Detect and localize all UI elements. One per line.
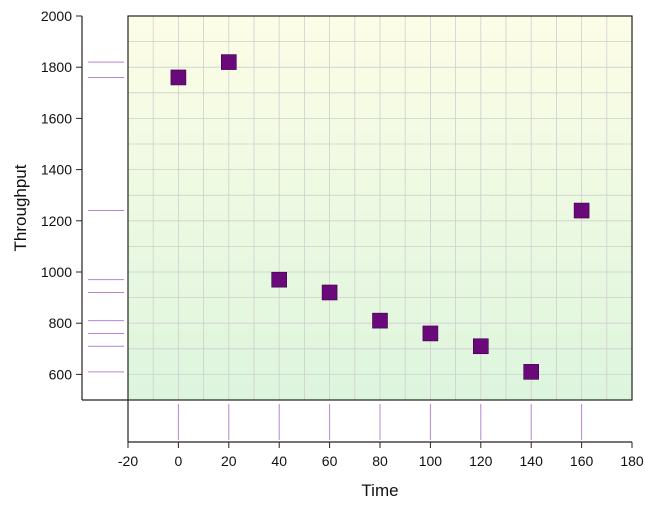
data-point xyxy=(573,202,590,219)
y-tick-label: 2000 xyxy=(41,8,72,24)
y-tick-label: 600 xyxy=(49,366,73,382)
x-axis-title: Time xyxy=(361,481,398,500)
data-point xyxy=(372,312,388,329)
x-tick-label: 60 xyxy=(322,453,338,469)
data-point xyxy=(472,338,489,355)
data-point xyxy=(170,69,187,86)
y-tick-label: 1400 xyxy=(41,162,72,178)
data-points xyxy=(170,54,590,380)
data-point xyxy=(422,325,439,342)
y-axis-title: Throughput xyxy=(11,164,30,251)
marginal-rug xyxy=(88,61,583,440)
y-tick-label: 1200 xyxy=(41,213,72,229)
grid-lines xyxy=(127,15,633,401)
y-tick-label: 1600 xyxy=(41,110,72,126)
data-point xyxy=(523,364,540,380)
x-tick-label: 40 xyxy=(271,453,287,469)
x-tick-labels: -20 0 20 40 60 80 100 120 140 160 180 xyxy=(118,453,644,469)
x-tick-label: 100 xyxy=(419,453,443,469)
x-tick-label: 80 xyxy=(372,453,388,469)
data-point xyxy=(321,284,338,301)
axes xyxy=(76,15,633,448)
x-tick-label: 120 xyxy=(469,453,493,469)
x-tick-label: 140 xyxy=(520,453,544,469)
data-point xyxy=(271,271,288,288)
x-tick-label: 0 xyxy=(175,453,183,469)
data-point xyxy=(221,54,237,70)
y-tick-label: 800 xyxy=(49,315,73,331)
x-tick-label: 160 xyxy=(570,453,594,469)
y-tick-label: 1800 xyxy=(41,59,72,75)
x-tick-label: -20 xyxy=(118,453,138,469)
x-tick-label: 20 xyxy=(221,453,237,469)
plot-frame xyxy=(127,15,633,401)
y-tick-labels: 600 800 1000 1200 1400 1600 1800 2000 xyxy=(41,8,72,382)
y-tick-label: 1000 xyxy=(41,264,72,280)
x-tick-label: 180 xyxy=(620,453,644,469)
